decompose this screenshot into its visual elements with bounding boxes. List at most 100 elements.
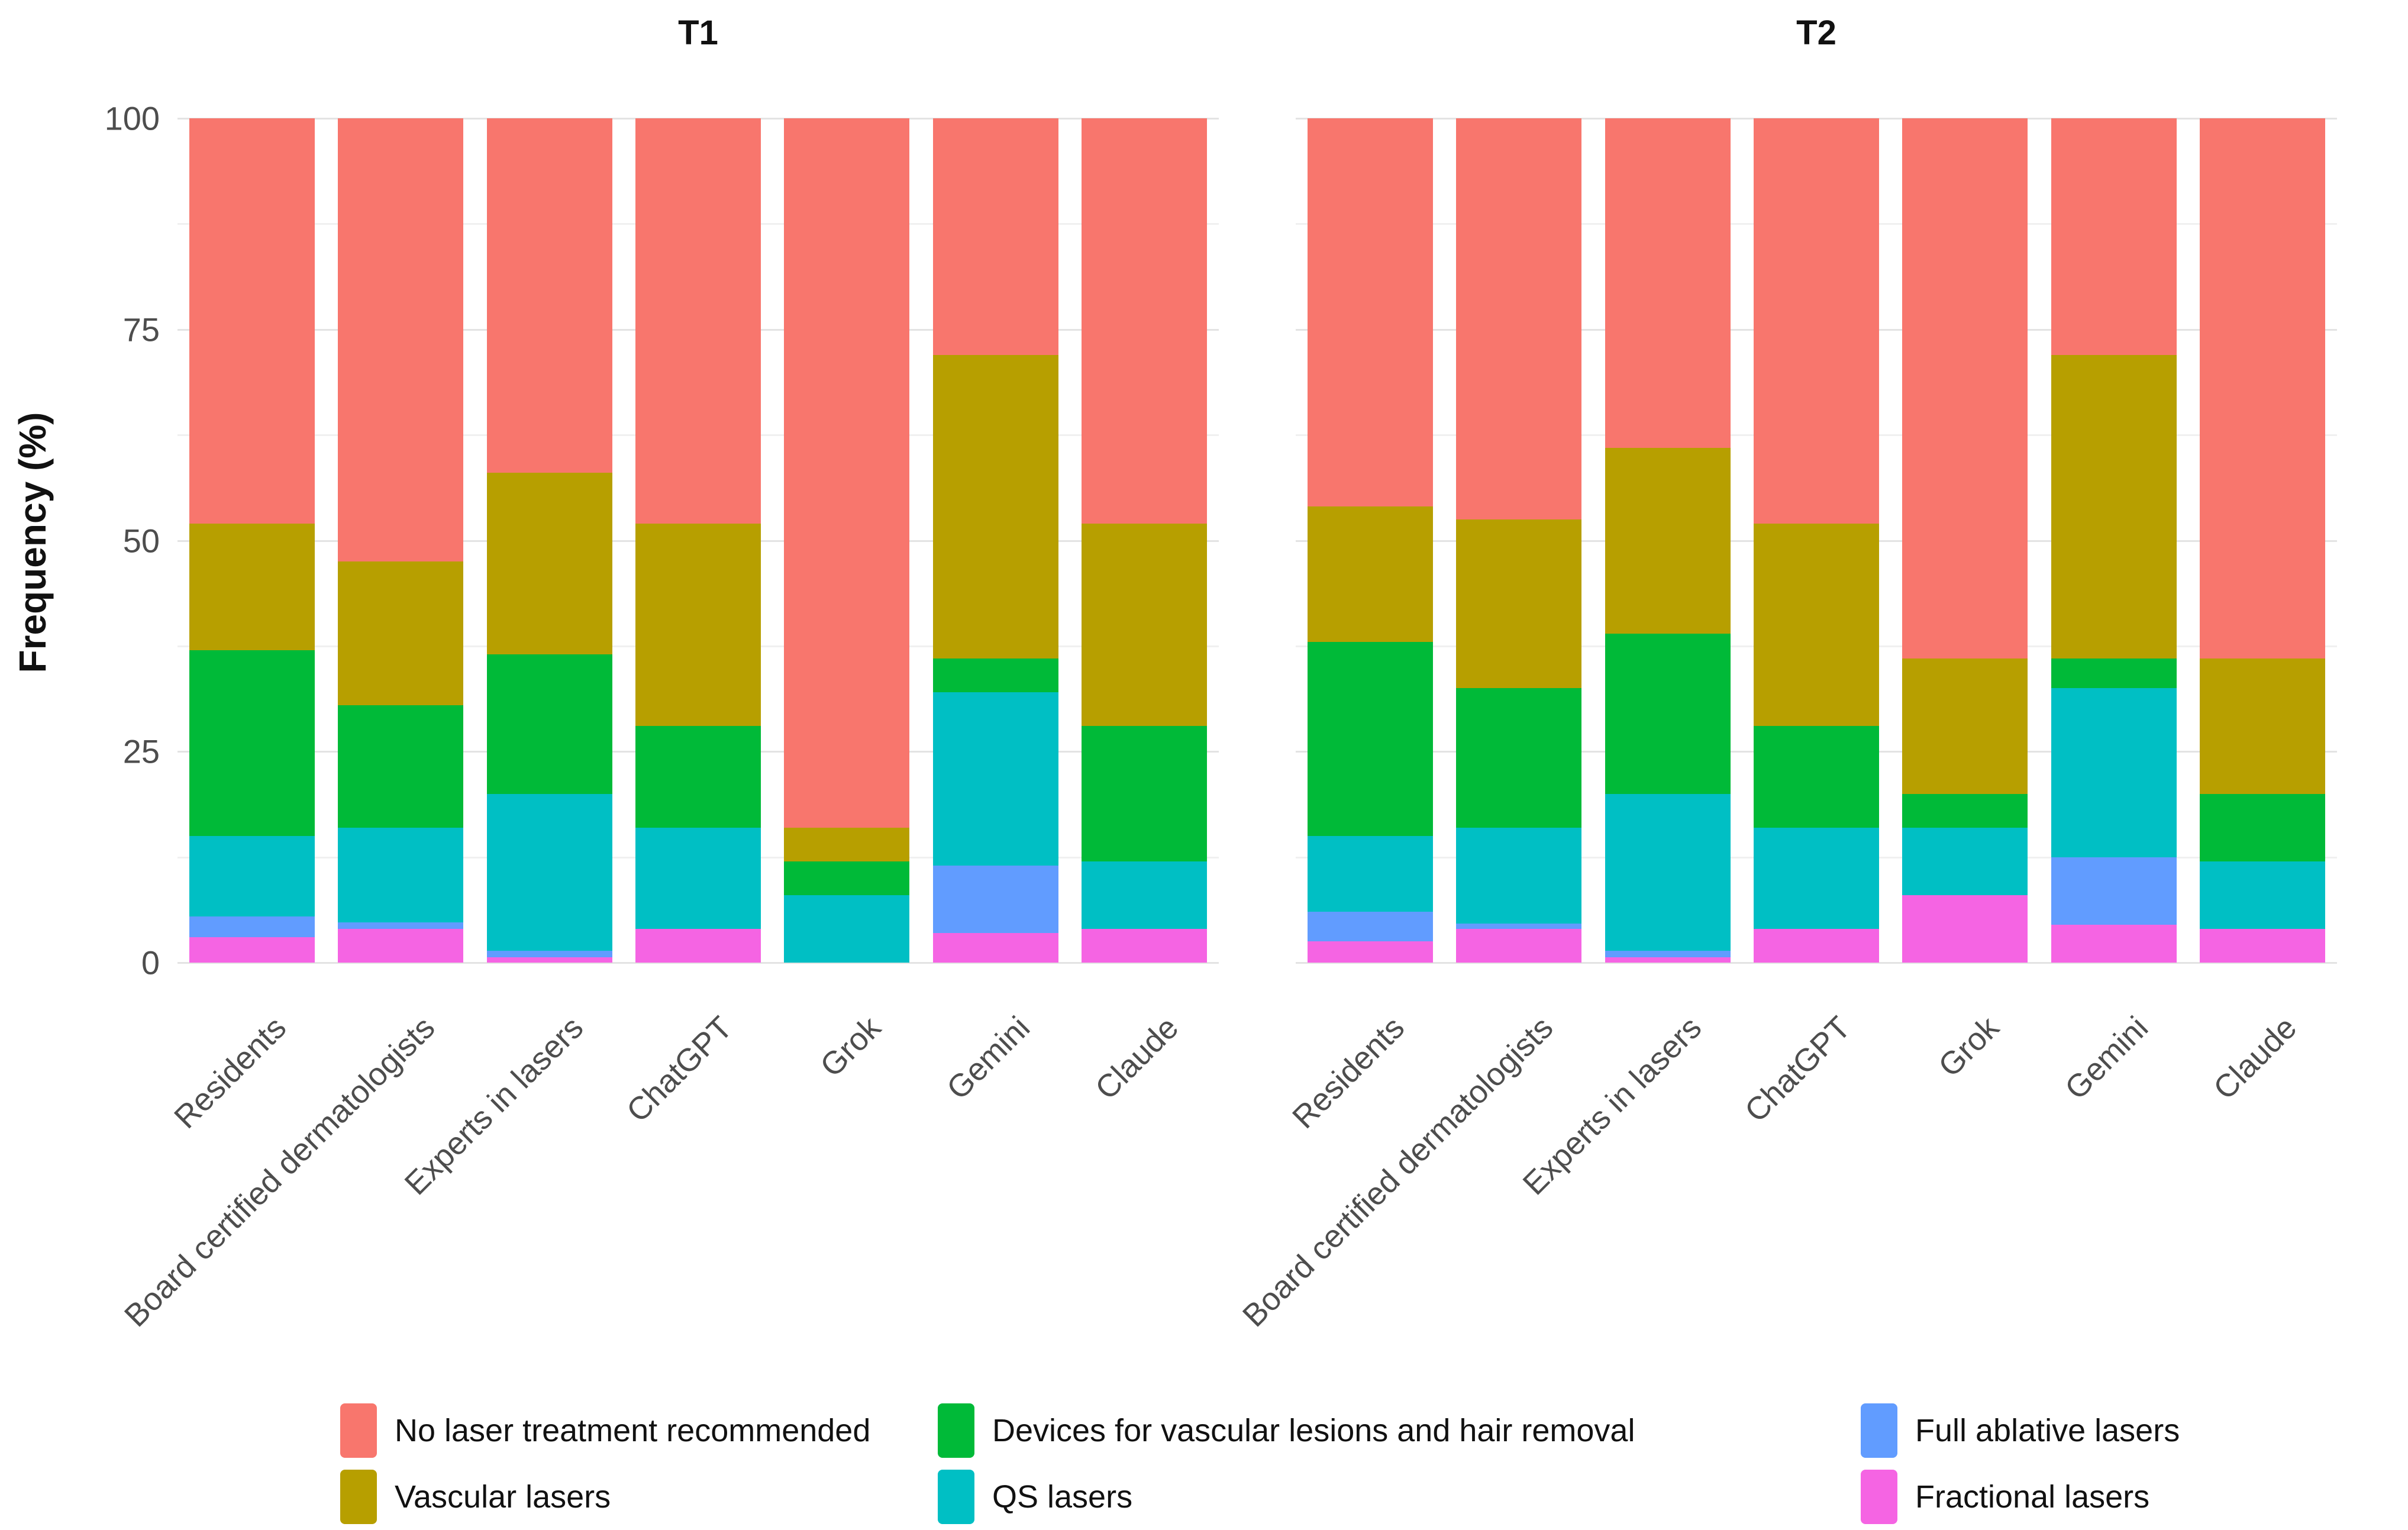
- y-tick-label: 50: [122, 522, 160, 559]
- bar-segment: [933, 865, 1058, 934]
- x-tick-label: Residents: [167, 1009, 293, 1135]
- bar-t2-5: [2051, 118, 2177, 963]
- bar-segment: [635, 118, 761, 524]
- bar-segment: [487, 793, 612, 951]
- x-tick-label: Grok: [1932, 1009, 2006, 1084]
- legend-label: Full ablative lasers: [1915, 1413, 2180, 1448]
- major-gridline: [177, 962, 1219, 964]
- bar-segment: [1456, 827, 1581, 924]
- bar-segment: [1082, 861, 1207, 929]
- x-tick-label: Board certified dermatologists: [1235, 1009, 1560, 1334]
- bar-t1-0: [189, 118, 315, 963]
- x-tick-label: Claude: [1089, 1009, 1186, 1107]
- bar-segment: [487, 654, 612, 794]
- bar-segment: [933, 692, 1058, 866]
- bar-segment: [189, 835, 315, 916]
- bar-segment: [2200, 659, 2325, 794]
- bar-segment: [1754, 726, 1879, 828]
- legend-swatch: [1861, 1470, 1897, 1524]
- bar-segment: [933, 659, 1058, 693]
- facet-title-t2: T2: [1796, 14, 1836, 52]
- x-tick-label: ChatGPT: [619, 1009, 740, 1129]
- bar-segment: [189, 650, 315, 836]
- bar-segment: [338, 118, 463, 562]
- y-tick-label: 25: [122, 732, 160, 770]
- bar-t1-3: [635, 118, 761, 963]
- y-tick-label: 0: [141, 944, 160, 982]
- bar-segment: [635, 523, 761, 727]
- bar-t1-2: [487, 118, 612, 963]
- bar-segment: [1605, 118, 1731, 448]
- bar-segment: [1308, 835, 1433, 912]
- bar-segment: [1605, 793, 1731, 951]
- bar-segment: [1456, 118, 1581, 519]
- bar-segment: [189, 937, 315, 963]
- bar-segment: [1456, 924, 1581, 929]
- bar-t2-6: [2200, 118, 2325, 963]
- bar-t1-4: [784, 118, 909, 963]
- bar-segment: [1456, 519, 1581, 689]
- bar-t1-5: [933, 118, 1058, 963]
- legend-swatch: [340, 1403, 377, 1458]
- bar-t1-1: [338, 118, 463, 963]
- bar-segment: [2200, 793, 2325, 861]
- bar-segment: [784, 118, 909, 828]
- bar-segment: [784, 895, 909, 963]
- x-tick-label: Claude: [2207, 1009, 2304, 1107]
- bar-segment: [338, 922, 463, 929]
- legend-label: Vascular lasers: [395, 1479, 611, 1515]
- bar-segment: [1902, 827, 2028, 895]
- bar-segment: [1902, 659, 2028, 794]
- bar-segment: [487, 473, 612, 655]
- legend-label: QS lasers: [992, 1479, 1133, 1515]
- bar-segment: [1308, 506, 1433, 642]
- bar-segment: [1308, 118, 1433, 507]
- bar-segment: [1754, 118, 1879, 524]
- bar-segment: [338, 928, 463, 963]
- bar-segment: [784, 827, 909, 861]
- bar-segment: [2200, 118, 2325, 659]
- bar-t2-4: [1902, 118, 2028, 963]
- bar-segment: [189, 916, 315, 938]
- bar-segment: [933, 933, 1058, 963]
- bar-segment: [1308, 641, 1433, 836]
- bar-segment: [2051, 354, 2177, 659]
- bar-segment: [487, 118, 612, 473]
- major-gridline: [1296, 962, 2337, 964]
- x-tick-label: ChatGPT: [1738, 1009, 1858, 1129]
- bar-segment: [189, 118, 315, 524]
- y-tick-label: 75: [122, 311, 160, 348]
- bar-segment: [1308, 912, 1433, 942]
- bar-segment: [1902, 118, 2028, 659]
- x-tick-label: Residents: [1285, 1009, 1411, 1135]
- bar-segment: [2200, 928, 2325, 963]
- x-tick-label: Gemini: [2058, 1009, 2155, 1107]
- x-tick-label: Board certified dermatologists: [117, 1009, 442, 1334]
- x-tick-label: Grok: [814, 1009, 888, 1084]
- legend-swatch: [1861, 1403, 1897, 1458]
- bar-segment: [2051, 688, 2177, 857]
- legend-swatch: [938, 1403, 974, 1458]
- bar-segment: [2051, 924, 2177, 963]
- x-tick-label: Gemini: [940, 1009, 1037, 1107]
- bar-segment: [1082, 928, 1207, 963]
- bar-segment: [487, 951, 612, 958]
- bar-segment: [635, 726, 761, 828]
- bar-t2-2: [1605, 118, 1731, 963]
- legend-label: Devices for vascular lesions and hair re…: [992, 1413, 1635, 1448]
- bar-segment: [338, 561, 463, 705]
- legend-label: Fractional lasers: [1915, 1479, 2150, 1515]
- bar-segment: [784, 861, 909, 895]
- bar-t1-6: [1082, 118, 1207, 963]
- bar-segment: [1082, 726, 1207, 861]
- bar-segment: [1082, 118, 1207, 524]
- bar-segment: [635, 827, 761, 929]
- bar-t2-3: [1754, 118, 1879, 963]
- bar-segment: [1754, 827, 1879, 929]
- bar-segment: [1902, 895, 2028, 963]
- bar-segment: [2051, 857, 2177, 925]
- bar-t2-1: [1456, 118, 1581, 963]
- bar-segment: [487, 957, 612, 963]
- bar-segment: [1456, 928, 1581, 963]
- bar-segment: [338, 705, 463, 828]
